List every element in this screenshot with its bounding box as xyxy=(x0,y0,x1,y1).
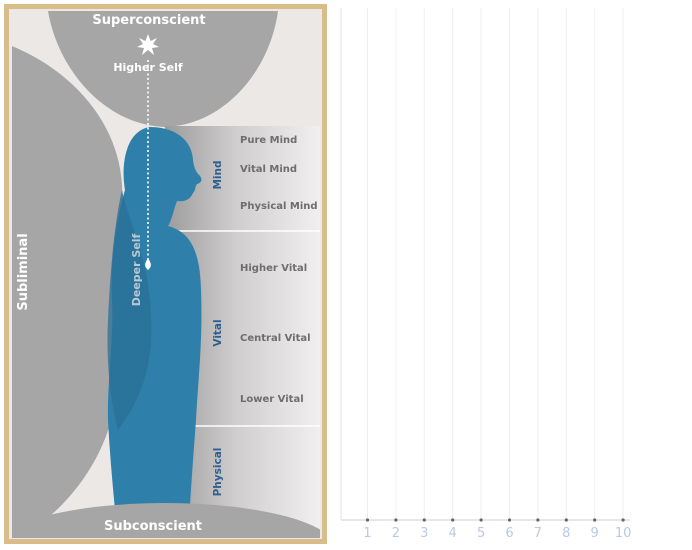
empty-grid-panel: 1 2 3 4 5 6 7 8 9 10 xyxy=(340,8,631,541)
x-tick-label: 4 xyxy=(449,526,457,541)
higher-self-label: Higher Self xyxy=(113,61,183,74)
x-tick-label: 3 xyxy=(420,526,428,541)
level-label: Physical Mind xyxy=(240,201,318,212)
tick-mark xyxy=(564,518,568,522)
drop-icon xyxy=(145,258,151,270)
group-label-mind: Mind xyxy=(212,160,224,189)
level-label: Central Vital xyxy=(240,333,311,344)
x-tick-label: 8 xyxy=(562,526,570,541)
x-tick-label: 10 xyxy=(615,526,632,541)
x-tick-label: 5 xyxy=(477,526,485,541)
group-label-vital: Vital xyxy=(212,319,224,346)
superconscient-region xyxy=(48,11,278,127)
tick-mark xyxy=(536,518,540,522)
tick-mark xyxy=(365,518,370,522)
tick-mark xyxy=(394,518,398,522)
tick-mark xyxy=(507,518,512,522)
tick-mark xyxy=(451,518,455,522)
tick-labels: 1 2 3 4 5 6 7 8 9 10 xyxy=(363,526,631,541)
x-tick-label: 9 xyxy=(591,526,599,541)
tick-marks xyxy=(365,518,625,522)
x-tick-label: 1 xyxy=(363,526,371,541)
level-label: Vital Mind xyxy=(240,164,297,175)
x-tick-label: 2 xyxy=(392,526,400,541)
subconscient-region xyxy=(12,503,320,538)
deeper-self-label: Deeper Self xyxy=(130,234,143,307)
group-label-physical: Physical xyxy=(212,448,224,497)
x-tick-label: 7 xyxy=(534,526,542,541)
deeper-self-region xyxy=(107,190,152,430)
subliminal-label: Subliminal xyxy=(16,233,31,310)
tick-mark xyxy=(422,518,426,522)
level-label: Higher Vital xyxy=(240,263,307,274)
consciousness-diagram: Superconscient Higher Self Subconscient … xyxy=(4,4,327,544)
subconscient-label: Subconscient xyxy=(104,519,202,534)
star-icon xyxy=(137,34,159,55)
level-label: Pure Mind xyxy=(240,135,297,146)
subliminal-region xyxy=(12,46,124,538)
tick-mark xyxy=(621,518,625,522)
tick-mark xyxy=(479,518,483,522)
level-label: Lower Vital xyxy=(240,394,304,405)
grid-lines xyxy=(367,8,624,520)
tick-mark xyxy=(593,518,597,522)
superconscient-label: Superconscient xyxy=(92,13,205,28)
x-tick-label: 6 xyxy=(505,526,513,541)
